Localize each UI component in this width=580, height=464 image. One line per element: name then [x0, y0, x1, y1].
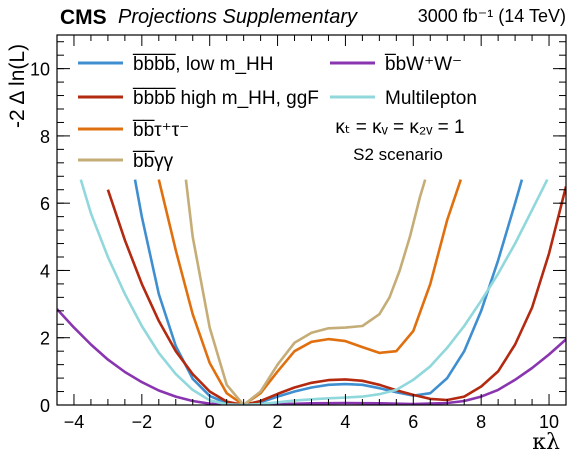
x-tick-label: 10 [539, 412, 559, 432]
y-tick-label: 2 [40, 329, 50, 349]
legend-label-5: Multilepton [385, 88, 477, 109]
series-line-4 [57, 308, 566, 405]
y-tick-label: 6 [40, 194, 50, 214]
curves-layer [57, 179, 566, 405]
experiment-label: CMS [60, 6, 107, 29]
legend-label-2: b̅b̅τ⁺τ⁻ [132, 120, 189, 141]
x-tick-label: 2 [273, 412, 283, 432]
experiment-subtitle: Projections Supplementary [118, 6, 358, 28]
luminosity-label: 3000 fb⁻¹ (14 TeV) [417, 6, 566, 26]
x-tick-label: 4 [340, 412, 350, 432]
y-tick-label: 10 [30, 60, 50, 80]
legend: b̅b̅b̅b̅, low m_HH b̅b̅b̅b̅ high m_HH, gg… [78, 54, 477, 172]
x-tick-label: −4 [64, 412, 85, 432]
series-line-5 [79, 179, 549, 405]
legend-label-0: b̅b̅b̅b̅, low m_HH [132, 54, 273, 75]
coupling-annotation: κₜ = κᵥ = κ₂ᵥ = 1 [335, 117, 464, 138]
legend-label-4: b̅bW⁺W⁻ [384, 54, 462, 75]
x-tick-label: −2 [132, 412, 153, 432]
x-tick-label: 6 [408, 412, 418, 432]
legend-label-3: b̅b̅γγ [132, 151, 173, 172]
x-tick-label: 8 [476, 412, 486, 432]
series-line-2 [157, 179, 463, 405]
series-line-3 [184, 179, 427, 405]
legend-label-1: b̅b̅b̅b̅ high m_HH, ggF [132, 88, 319, 109]
axis-ticks: −4 −2 0 2 4 6 8 10 0 2 4 6 8 10 [30, 35, 567, 432]
y-tick-label: 4 [40, 261, 50, 281]
y-tick-label: 0 [40, 396, 50, 416]
y-tick-label: 8 [40, 127, 50, 147]
scenario-annotation: S2 scenario [353, 145, 443, 164]
x-tick-label: 0 [205, 412, 215, 432]
series-line-0 [133, 179, 524, 405]
series-line-1 [106, 186, 566, 405]
x-axis-label: κλ [532, 430, 560, 455]
